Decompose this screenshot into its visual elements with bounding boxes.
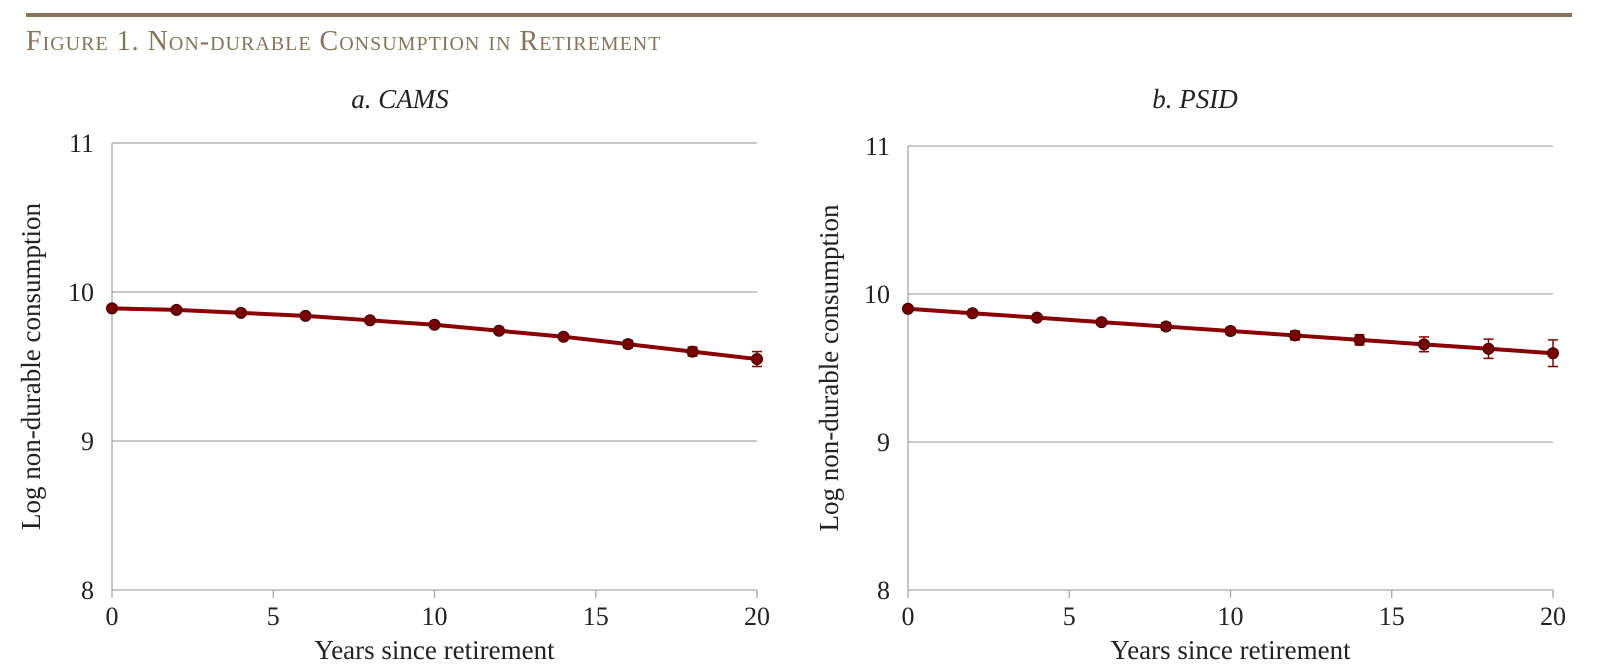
panel-b-xtick-label: 15 (1379, 602, 1405, 631)
panel-b-data-point (1482, 342, 1495, 355)
panel-a-data-point (622, 338, 634, 351)
panel-a-xtick-label: 5 (267, 602, 280, 631)
panel-b-data-point (1289, 329, 1301, 342)
panel-b-data-point (1353, 333, 1366, 346)
panel-b-ytick-label: 10 (864, 280, 890, 309)
panel-b-ytick-label: 8 (877, 576, 890, 605)
panel-b-data-point (1031, 311, 1043, 324)
panel-a-xlabel: Years since retirement (314, 635, 555, 665)
panel-a-data-point (364, 314, 376, 327)
panel-b-xtick-label: 5 (1063, 602, 1076, 631)
panel-a-data-point (106, 302, 118, 315)
panel-b-ylabel: Log non-durable consumption (814, 204, 844, 531)
panel-a-ytick-label: 10 (68, 278, 94, 307)
panel-b-ytick-label: 11 (865, 132, 890, 161)
panel-a-xtick-label: 10 (422, 602, 448, 631)
panel-b-data-point (966, 307, 979, 320)
panel-a-data-point (428, 318, 441, 331)
panel-a-ytick-label: 11 (69, 129, 94, 158)
top-rule (26, 13, 1572, 17)
panel-b-data-point (1095, 316, 1108, 329)
panel-a-ylabel: Log non-durable consumption (16, 203, 46, 530)
panel-b-data-point (902, 302, 914, 315)
panel-b-title: b. PSID (1152, 84, 1238, 114)
panel-b-xtick-label: 0 (902, 602, 915, 631)
panel-a-data-point (170, 303, 183, 316)
panel-b-chart: b. PSID 8 9 10 11 0 5 10 15 20 Years since retirem… (814, 84, 1566, 665)
panel-a-xtick-label: 0 (106, 602, 119, 631)
panel-a-series-line (111, 306, 758, 362)
panel-b-ytick-label: 9 (877, 428, 890, 457)
panel-b-data-point (1418, 338, 1430, 351)
figure-title: Figure 1. Non-durable Consumption in Ret… (26, 26, 662, 57)
panel-b-xlabel: Years since retirement (1110, 635, 1351, 665)
panel-b-data-point (1547, 347, 1559, 360)
panel-b-xtick-label: 10 (1218, 602, 1244, 631)
panel-b-data-point (1160, 320, 1172, 333)
panel-b-data-point (1224, 325, 1237, 337)
panel-a-data-point (751, 353, 763, 366)
panel-a-xtick-label: 20 (744, 602, 770, 631)
panel-a-chart: a. CAMS 8 9 10 11 0 5 10 15 20 Years since retirem… (16, 84, 770, 665)
panel-a-title: a. CAMS (351, 84, 449, 114)
panel-b-xtick-label: 20 (1540, 602, 1566, 631)
panel-a-data-point (299, 309, 312, 322)
panel-a-data-point (686, 345, 699, 358)
panel-a-ytick-label: 9 (81, 427, 94, 456)
panel-a-data-point (557, 330, 570, 343)
panel-a-ytick-label: 8 (81, 576, 94, 605)
panel-a-xtick-label: 15 (583, 602, 609, 631)
panel-a-data-point (235, 306, 247, 319)
panel-a-data-point (493, 324, 505, 337)
